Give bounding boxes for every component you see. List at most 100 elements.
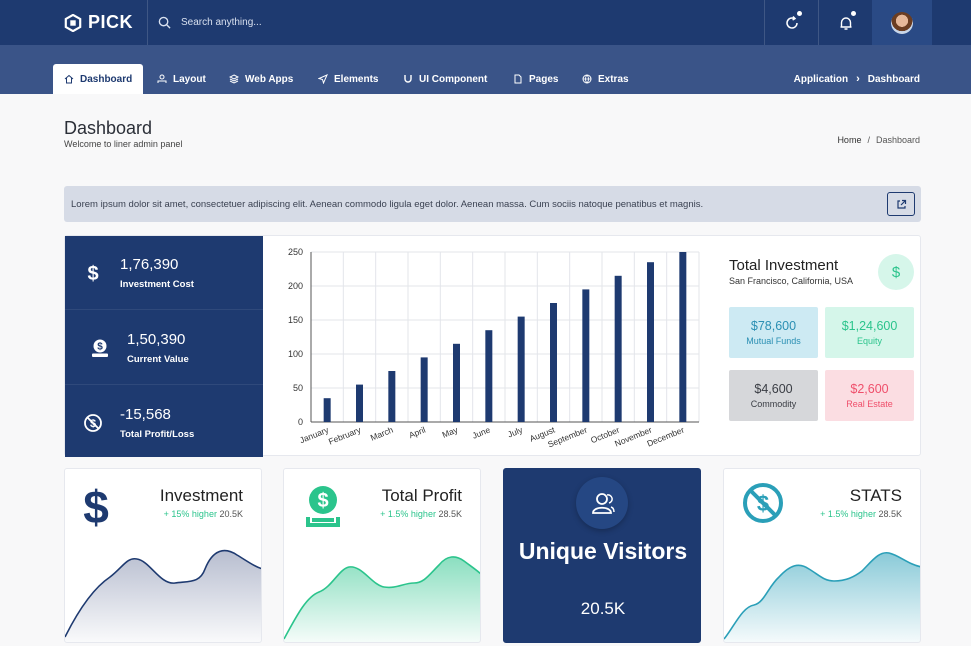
breadcrumb: Home / Dashboard (837, 135, 920, 145)
external-link-icon (896, 199, 906, 209)
nav-item-layout[interactable]: Layout (157, 64, 206, 94)
send-icon (318, 74, 328, 84)
nav-item-ui-component[interactable]: UI Component (403, 64, 487, 94)
card-amount: 28.5K (438, 509, 462, 519)
refresh-icon (785, 15, 798, 29)
breadcrumb-separator: / (867, 135, 870, 145)
bar[interactable] (388, 371, 396, 422)
search-bar[interactable]: Search anything... (148, 16, 764, 29)
bar[interactable] (614, 275, 622, 422)
investment-title: Total Investment (729, 257, 839, 274)
stat-label: Investment Cost (120, 278, 194, 290)
bar[interactable] (323, 398, 331, 422)
stat-label: Current Value (127, 353, 189, 365)
page-title: Dashboard (64, 118, 153, 138)
tile-equity[interactable]: $1,24,600 Equity (825, 307, 914, 358)
no-dollar-icon: $ (83, 414, 102, 432)
y-tick-label: 0 (298, 417, 303, 427)
card-change: + 15% higher (163, 509, 217, 519)
card-unique-visitors[interactable]: Unique Visitors 20.5K (503, 468, 701, 643)
x-tick-label: February (327, 424, 363, 446)
tile-value: $78,600 (750, 319, 797, 333)
y-tick-label: 250 (288, 247, 303, 257)
bar[interactable] (679, 252, 687, 422)
bar[interactable] (647, 262, 654, 422)
stat-investment-cost: $ 1,76,390 Investment Cost (65, 236, 263, 310)
card-stats[interactable]: $ STATS + 1.5% higher 28.5K (723, 468, 921, 643)
bar[interactable] (517, 316, 525, 422)
nav-item-dashboard[interactable]: Dashboard (53, 64, 144, 94)
nav-breadcrumb-application[interactable]: Application (793, 73, 849, 85)
money-hand-icon: $ (306, 486, 340, 527)
card-amount: 20.5K (219, 509, 243, 519)
card-amount: 20.5K (580, 599, 626, 618)
bar[interactable] (582, 289, 590, 422)
tile-mutual-funds[interactable]: $78,600 Mutual Funds (729, 307, 818, 358)
card-subtitle: + 1.5% higher 28.5K (380, 509, 462, 519)
user-menu[interactable] (872, 0, 932, 45)
investment-location: San Francisco, California, USA (729, 276, 854, 286)
notification-dot (851, 11, 856, 16)
nav-label: Web Apps (245, 73, 294, 85)
nav-breadcrumb-dashboard: Dashboard (867, 73, 920, 85)
y-tick-label: 200 (288, 281, 303, 291)
x-tick-label: May (441, 424, 460, 440)
card-total-profit[interactable]: $ Total Profit + 1.5% higher 28.5K (283, 468, 481, 643)
bar[interactable] (420, 357, 428, 422)
nav-label: UI Component (419, 73, 488, 85)
profit-sparkline (284, 556, 480, 642)
alert-open-button[interactable] (887, 192, 915, 216)
stat-value: 1,76,390 (120, 255, 179, 273)
nav-item-web-apps[interactable]: Web Apps (229, 64, 293, 94)
card-investment[interactable]: $ Investment + 15% higher 20.5K (64, 468, 262, 643)
bar[interactable] (550, 303, 557, 422)
file-icon (514, 74, 522, 84)
overview-panel: $ 1,76,390 Investment Cost $ 1,50,390 Cu… (64, 235, 922, 457)
svg-text:$: $ (87, 263, 98, 284)
total-investment: Total Investment San Francisco, Californ… (729, 236, 922, 457)
nav-breadcrumb: Application › Dashboard (794, 64, 920, 94)
notifications-button[interactable] (818, 0, 872, 45)
home-icon (64, 74, 74, 84)
nav-item-pages[interactable]: Pages (513, 64, 558, 94)
nav-bar: Dashboard Layout Web Apps Elements UI Co… (0, 45, 971, 94)
svg-text:$: $ (83, 481, 109, 529)
nav-item-elements[interactable]: Elements (318, 64, 378, 94)
tile-value: $4,600 (754, 382, 793, 396)
search-input[interactable]: Search anything... (181, 17, 262, 28)
card-subtitle: + 1.5% higher 28.5K (820, 509, 902, 519)
y-tick-label: 50 (293, 383, 303, 393)
magnet-icon (404, 75, 412, 83)
tile-label: Equity (856, 336, 882, 346)
layers-icon (229, 74, 239, 84)
alert-text: Lorem ipsum dolor sit amet, consectetuer… (71, 198, 704, 210)
logo[interactable]: PICK (0, 0, 148, 45)
bar[interactable] (453, 343, 460, 422)
logo-icon (64, 13, 82, 32)
card-title: Total Profit (381, 486, 462, 505)
bar[interactable] (356, 384, 363, 422)
card-title: Unique Visitors (518, 538, 688, 564)
nav-item-extras[interactable]: Extras (582, 64, 629, 94)
card-change: + 1.5% higher (820, 509, 876, 519)
bar[interactable] (485, 330, 493, 422)
notification-dot (797, 11, 802, 16)
tile-value: $2,600 (850, 382, 889, 396)
nav-label: Extras (598, 73, 629, 85)
chevron-right-icon: › (856, 73, 860, 85)
stats-column: $ 1,76,390 Investment Cost $ 1,50,390 Cu… (65, 236, 263, 457)
y-tick-label: 100 (288, 349, 303, 359)
info-alert: Lorem ipsum dolor sit amet, consectetuer… (64, 186, 921, 222)
dollar-icon: $ (87, 263, 98, 284)
stat-current-value: $ 1,50,390 Current Value (65, 311, 263, 385)
users-icon (592, 493, 615, 514)
avatar (891, 11, 913, 34)
x-tick-label: July (506, 424, 524, 439)
money-hand-icon: $ (91, 339, 108, 357)
card-title: STATS (849, 486, 902, 505)
tile-commodity[interactable]: $4,600 Commodity (729, 370, 818, 421)
logo-text: PICK (88, 12, 134, 32)
tile-real-estate[interactable]: $2,600 Real Estate (825, 370, 914, 421)
sync-button[interactable] (764, 0, 818, 45)
breadcrumb-home[interactable]: Home (837, 135, 862, 145)
